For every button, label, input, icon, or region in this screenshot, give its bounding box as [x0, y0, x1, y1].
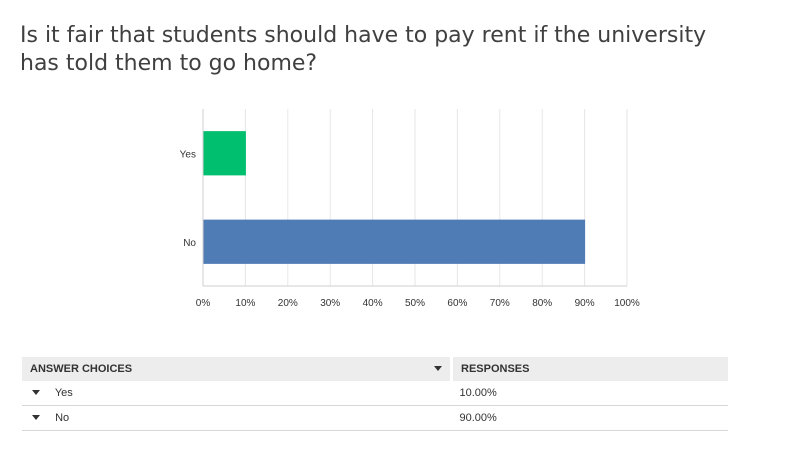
responses-header-label: RESPONSES — [461, 363, 530, 375]
x-tick-label: 30% — [320, 298, 340, 309]
x-tick-label: 20% — [278, 298, 298, 309]
x-tick-label: 50% — [405, 298, 425, 309]
responses-header: RESPONSES — [451, 357, 728, 381]
response-percent-cell: 10.00% — [451, 381, 728, 406]
x-tick-label: 60% — [447, 298, 467, 309]
answer-table: ANSWER CHOICES RESPONSES Yes 10.00% No — [22, 357, 728, 431]
table-row: No 90.00% — [22, 405, 728, 431]
table-header-row: ANSWER CHOICES RESPONSES — [22, 357, 728, 381]
x-tick-label: 10% — [235, 298, 255, 309]
category-label: Yes — [180, 149, 196, 160]
response-percent: 90.00% — [459, 412, 497, 424]
expand-caret-icon[interactable] — [32, 415, 40, 421]
question-title: Is it fair that students should have to … — [20, 23, 707, 76]
bar-no — [203, 219, 586, 264]
answer-choice-cell[interactable]: No — [22, 405, 452, 431]
bar-yes — [203, 131, 246, 176]
x-tick-label: 80% — [532, 298, 552, 309]
response-percent: 10.00% — [459, 387, 497, 399]
x-tick-label: 100% — [614, 298, 640, 309]
answer-choice-cell[interactable]: Yes — [22, 381, 452, 406]
table-row: Yes 10.00% — [22, 381, 728, 406]
answer-choices-header[interactable]: ANSWER CHOICES — [22, 357, 453, 381]
bar-chart: 0% 10% 20% 30% 40% 50% 60% 70% 80% 90% 100% Yes No — [180, 109, 640, 309]
expand-caret-icon[interactable] — [32, 390, 40, 396]
sort-dropdown-icon[interactable] — [434, 366, 442, 371]
bar-chart-svg: 0% 10% 20% 30% 40% 50% 60% 70% 80% 90% 100% Yes No — [180, 109, 640, 309]
x-tick-label: 40% — [363, 298, 383, 309]
answer-choice-label: Yes — [54, 387, 73, 399]
answer-choice-label: No — [55, 412, 70, 424]
x-tick-label: 70% — [490, 298, 510, 309]
x-tick-label: 90% — [575, 298, 595, 309]
category-label: No — [183, 238, 196, 249]
answer-choices-header-label: ANSWER CHOICES — [30, 363, 133, 375]
response-percent-cell: 90.00% — [451, 405, 728, 431]
x-tick-label: 0% — [196, 298, 211, 309]
